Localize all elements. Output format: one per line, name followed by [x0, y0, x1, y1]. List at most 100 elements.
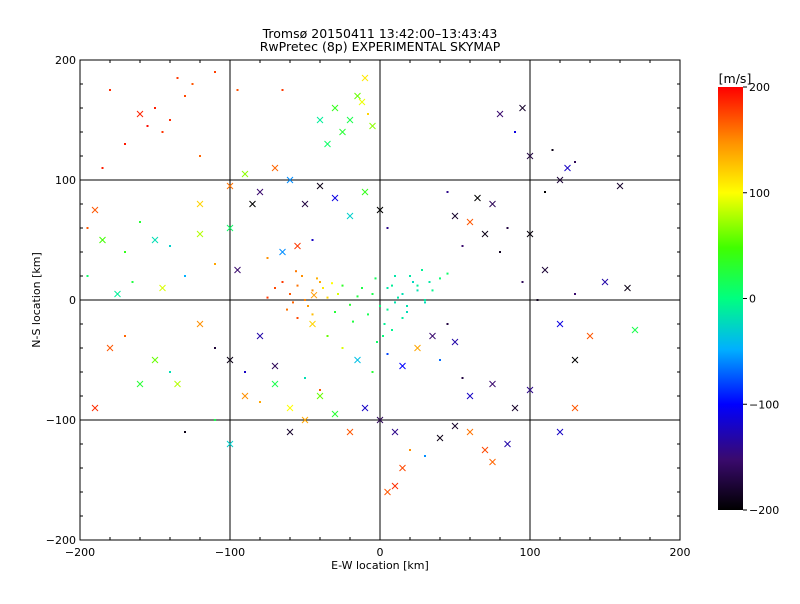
data-point-dot: [176, 77, 179, 79]
data-point-cross: [358, 98, 366, 106]
grid-lines: [80, 60, 680, 540]
data-point-cross: [226, 224, 234, 232]
data-point-cross: [354, 92, 361, 100]
data-point-dot: [349, 303, 351, 306]
data-point-dot: [184, 95, 186, 97]
data-point-dot: [86, 227, 89, 229]
data-point-cross: [316, 392, 324, 400]
data-point-dot: [506, 227, 509, 229]
y-tick-label: 0: [69, 294, 76, 307]
data-point-dot: [184, 431, 186, 433]
data-point-cross: [271, 380, 279, 388]
data-point-dot: [382, 335, 384, 337]
data-point-dot: [386, 353, 389, 355]
data-point-cross: [376, 206, 384, 214]
data-point-dot: [551, 149, 554, 151]
data-point-cross: [196, 320, 204, 328]
data-point-cross: [301, 200, 309, 208]
data-point-cross: [226, 440, 234, 448]
data-point-dot: [386, 287, 389, 289]
data-point-dot: [124, 143, 126, 145]
data-point-dot: [394, 301, 396, 304]
data-point-cross: [526, 386, 534, 394]
data-point-dot: [386, 308, 389, 311]
colorbar-tick-label: 200: [749, 81, 770, 94]
data-point-cross: [241, 392, 249, 400]
data-point-dot: [379, 305, 381, 307]
data-point-dot: [131, 281, 134, 283]
data-point-dot: [383, 323, 386, 325]
data-point-dot: [386, 227, 389, 229]
data-point-cross: [324, 140, 331, 148]
data-point-cross: [331, 104, 339, 112]
data-point-dot: [461, 245, 464, 247]
data-point-dot: [161, 131, 164, 133]
data-point-cross: [369, 122, 376, 130]
data-point-cross: [489, 200, 496, 208]
data-point-dot: [574, 161, 576, 163]
data-point-cross: [339, 128, 346, 136]
data-point-dot: [319, 281, 321, 283]
data-point-cross: [466, 218, 474, 226]
data-point-dot: [446, 191, 449, 193]
data-point-dot: [326, 335, 329, 337]
data-point-cross: [376, 416, 384, 424]
data-point-cross: [436, 434, 444, 442]
data-point-dot: [394, 275, 396, 277]
y-axis-label: N-S location [km]: [30, 252, 43, 348]
data-point-dot: [341, 347, 344, 349]
data-point-dot: [461, 377, 464, 379]
y-tick-label: −100: [46, 414, 76, 427]
data-point-dot: [406, 305, 408, 307]
data-point-cross: [556, 320, 564, 328]
colorbar: [718, 87, 743, 510]
data-point-cross: [391, 482, 399, 490]
data-point-cross: [451, 212, 459, 220]
data-point-cross: [256, 188, 264, 196]
colorbar-tick-label: 0: [749, 293, 756, 306]
data-point-dot: [446, 323, 449, 325]
data-point-dot: [101, 167, 104, 169]
data-point-dot: [259, 401, 261, 403]
data-point-cross: [346, 116, 354, 124]
data-point-cross: [316, 182, 324, 190]
data-point-dot: [191, 83, 194, 85]
data-point-dot: [169, 371, 171, 373]
data-point-dot: [439, 359, 441, 361]
data-point-cross: [256, 332, 264, 340]
data-point-cross: [616, 182, 624, 190]
data-point-cross: [346, 212, 354, 220]
data-point-dot: [397, 296, 399, 299]
data-point-cross: [294, 242, 301, 250]
data-point-dot: [376, 341, 378, 343]
data-point-dot: [371, 293, 374, 295]
data-point-dot: [331, 282, 333, 285]
data-point-dot: [289, 293, 291, 295]
data-point-dot: [304, 377, 306, 379]
data-point-dot: [536, 299, 539, 301]
data-point-dot: [214, 419, 216, 421]
data-point-cross: [361, 74, 369, 82]
data-point-cross: [91, 206, 99, 214]
chart-subtitle: RwPretec (8p) EXPERIMENTAL SKYMAP: [260, 39, 501, 54]
data-point-dot: [322, 287, 324, 289]
data-point-cross: [286, 176, 294, 184]
data-point-dot: [236, 89, 239, 91]
data-point-cross: [159, 284, 166, 292]
x-axis-label: E-W location [km]: [331, 559, 429, 572]
data-point-dot: [431, 289, 434, 292]
data-point-dot: [214, 263, 216, 265]
data-point-dot: [371, 371, 374, 373]
data-point-cross: [316, 116, 324, 124]
data-point-cross: [511, 404, 519, 412]
data-point-dot: [424, 455, 426, 457]
data-point-dot: [424, 301, 426, 304]
data-point-cross: [556, 428, 564, 436]
data-point-cross: [556, 176, 564, 184]
data-point-dot: [154, 107, 156, 109]
axis-ticks: −200 −100 0 100 200 −200 −100 0 100 200: [46, 54, 691, 559]
data-point-cross: [99, 236, 106, 244]
data-point-cross: [106, 344, 114, 352]
data-point-cross: [114, 290, 121, 298]
